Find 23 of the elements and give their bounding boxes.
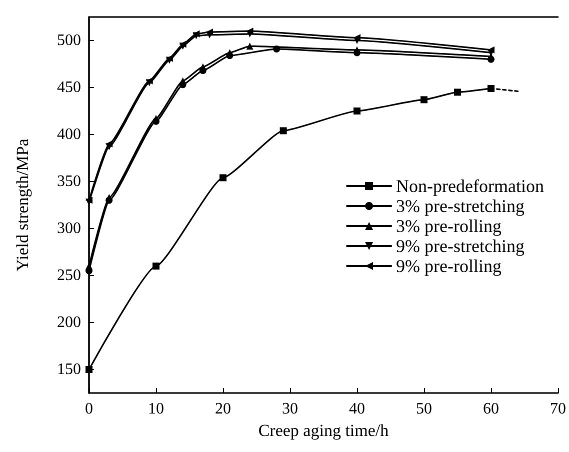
y-tick-label: 300 (57, 220, 81, 237)
y-tick-label: 350 (57, 173, 81, 190)
y-tick-label: 200 (57, 314, 81, 331)
y-tick-label: 500 (57, 32, 81, 49)
x-tick-label: 60 (483, 400, 499, 418)
x-tick-label: 0 (85, 400, 93, 418)
y-tick-label: 400 (57, 126, 81, 143)
y-tick-label: 450 (57, 79, 81, 96)
x-tick-label: 40 (349, 400, 365, 418)
x-axis-title: Creep aging time/h (258, 420, 390, 440)
y-tick-label: 250 (57, 267, 81, 284)
x-tick-label: 10 (148, 400, 164, 418)
legend-label: 3% pre-rolling (396, 216, 502, 236)
y-tick-label: 150 (57, 361, 81, 378)
x-tick-label: 20 (215, 400, 231, 418)
legend-label: 3% pre-stretching (396, 196, 525, 216)
x-tick-label: 50 (416, 400, 432, 418)
y-axis-title: Yield strength/MPa (13, 138, 32, 272)
legend-label: Non-predeformation (396, 176, 544, 196)
legend-label: 9% pre-stretching (396, 236, 525, 256)
x-tick-label: 30 (282, 400, 298, 418)
x-tick-label: 70 (550, 400, 566, 418)
legend-label: 9% pre-rolling (396, 256, 502, 276)
